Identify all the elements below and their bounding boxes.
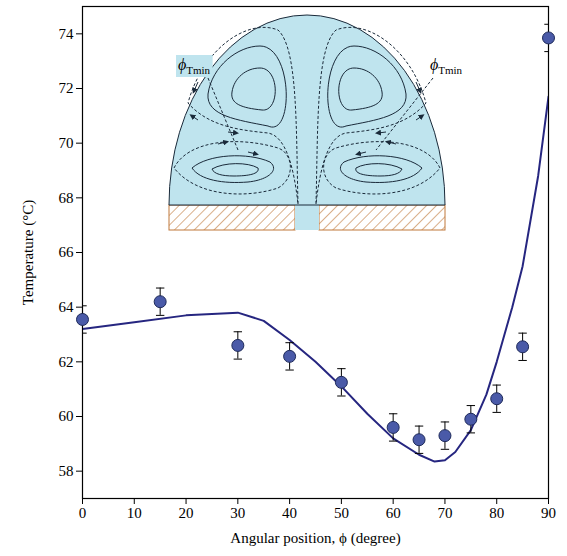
svg-text:72: 72: [59, 80, 74, 96]
svg-text:ϕTmin: ϕTmin: [178, 56, 211, 76]
svg-text:50: 50: [334, 505, 349, 521]
svg-text:62: 62: [59, 354, 74, 370]
svg-text:64: 64: [59, 299, 75, 315]
svg-text:0: 0: [79, 505, 87, 521]
svg-text:68: 68: [59, 190, 74, 206]
svg-text:70: 70: [437, 505, 452, 521]
svg-text:Angular position, ϕ (degree): Angular position, ϕ (degree): [230, 530, 400, 547]
svg-text:74: 74: [59, 26, 75, 42]
svg-text:10: 10: [127, 505, 142, 521]
svg-text:20: 20: [179, 505, 194, 521]
svg-text:90: 90: [541, 505, 556, 521]
svg-text:58: 58: [59, 463, 74, 479]
svg-text:60: 60: [59, 408, 74, 424]
svg-text:30: 30: [230, 505, 245, 521]
svg-text:66: 66: [59, 244, 75, 260]
svg-text:60: 60: [386, 505, 401, 521]
svg-text:40: 40: [282, 505, 297, 521]
svg-text:ϕTmin: ϕTmin: [430, 56, 463, 76]
svg-text:80: 80: [489, 505, 504, 521]
svg-text:70: 70: [59, 135, 74, 151]
svg-text:Temperature (°C): Temperature (°C): [20, 200, 37, 305]
